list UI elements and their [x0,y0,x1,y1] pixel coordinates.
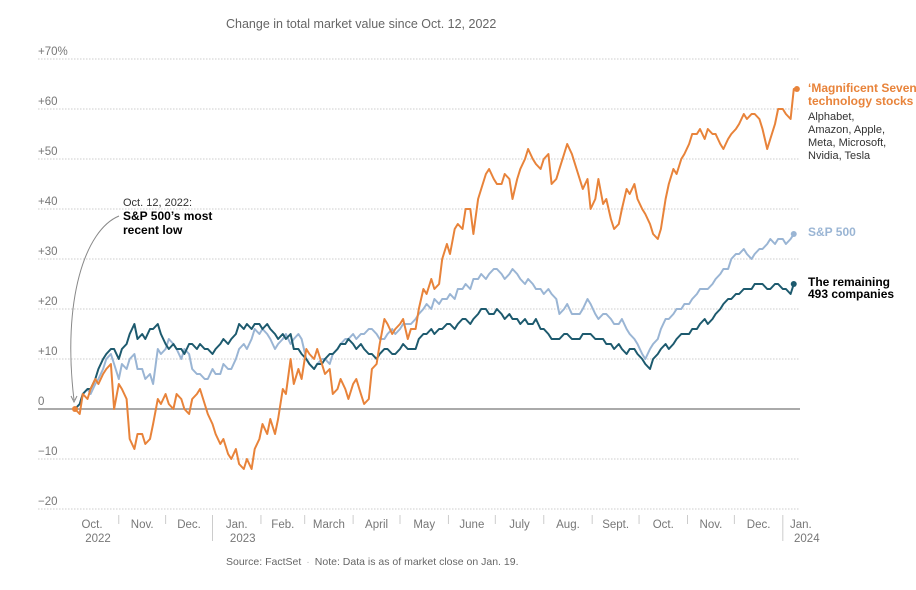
y-tick-label: +20 [38,296,58,308]
x-tick-label: June [459,519,484,531]
x-tick-label: Jan. [226,519,248,531]
x-tick-label: July [509,519,530,531]
source-text: Source: FactSet [226,556,302,568]
x-axis-ticks: Oct. 2022 Nov. Dec. Jan. 2023 Feb. March April Ma… [81,515,820,545]
sp500-label: S&P 500 [808,225,856,239]
y-tick-label: 0 [38,396,44,408]
x-tick-year: 2024 [794,533,820,545]
mag7-companies-4: Nvidia, Tesla [808,150,871,162]
y-tick-label: +70% [38,46,68,58]
x-tick-label: Sept. [602,519,629,531]
y-tick-label: −10 [38,446,58,458]
series-line-1 [74,233,795,410]
series-line-0 [74,88,797,470]
annotation-text-1: S&P 500’s most [123,209,212,223]
y-tick-label: −20 [38,496,58,508]
x-tick-label: Feb. [271,519,294,531]
gridlines [38,58,800,510]
series-end-labels: ‘Magnificent Seven’ technology stocks Al… [808,81,916,301]
series-end-dot-2 [790,281,797,287]
y-tick-label: +30 [38,246,58,258]
x-tick-label: Dec. [177,519,201,531]
annotation-text-2: recent low [123,223,183,237]
mag7-companies-2: Amazon, Apple, [808,124,885,136]
series-end-dot-0 [793,86,800,92]
x-tick-label: March [313,519,345,531]
series-line-2 [74,283,795,410]
x-tick-label: Oct. [81,519,102,531]
x-tick-label: April [365,519,388,531]
separator-dot: · [306,556,310,568]
mag7-companies-3: Meta, Microsoft, [808,137,886,149]
remaining-label-2: 493 companies [808,287,894,301]
annotation-arrowhead [70,395,78,404]
note-text: Note: Data is as of market close on Jan.… [314,556,519,568]
mag7-companies-1: Alphabet, [808,111,854,123]
start-dot [72,406,78,412]
chart-title: Change in total market value since Oct. … [226,17,497,31]
x-tick-label: Nov. [700,519,723,531]
y-tick-label: +60 [38,96,58,108]
remaining-label: The remaining [808,275,890,289]
annotation-date: Oct. 12, 2022: [123,197,192,209]
x-tick-label: Nov. [131,519,154,531]
mag7-label-title-2: technology stocks [808,94,914,108]
x-tick-label: Jan. [790,519,812,531]
mag7-label-title: ‘Magnificent Seven’ [808,81,916,95]
y-tick-label: +10 [38,346,58,358]
annotation-leader-line [70,215,120,401]
footer: Source: FactSet · Note: Data is as of mark… [226,556,518,568]
y-axis-ticks: +70% +60 +50 +40 +30 +20 +10 0 −10 −20 [38,46,68,508]
series-end-dot-1 [790,231,797,237]
series-lines [72,86,800,470]
x-tick-label: Dec. [747,519,771,531]
x-tick-label: Oct. [653,519,674,531]
y-tick-label: +40 [38,196,58,208]
x-tick-year: 2023 [230,533,256,545]
y-tick-label: +50 [38,146,58,158]
x-tick-label: Aug. [556,519,580,531]
low-annotation: Oct. 12, 2022: S&P 500’s most recent low [70,197,212,404]
x-tick-year: 2022 [85,533,111,545]
x-tick-label: May [413,519,435,531]
